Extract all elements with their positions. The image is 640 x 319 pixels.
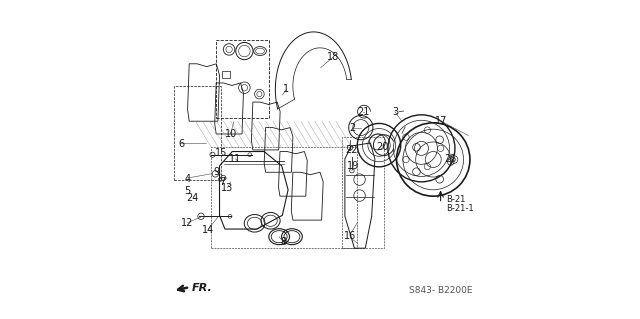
Text: 10: 10 bbox=[225, 129, 237, 139]
Bar bbox=[211, 147, 357, 248]
Text: 12: 12 bbox=[181, 218, 194, 228]
Text: B-21-1: B-21-1 bbox=[446, 204, 474, 213]
Text: 19: 19 bbox=[348, 161, 360, 171]
Bar bbox=[216, 40, 269, 118]
Bar bbox=[342, 137, 384, 248]
Text: 6: 6 bbox=[178, 138, 184, 149]
Text: 2: 2 bbox=[349, 122, 355, 133]
Text: 16: 16 bbox=[344, 231, 356, 241]
Text: 1: 1 bbox=[284, 84, 289, 94]
Bar bbox=[174, 86, 221, 180]
Text: 21: 21 bbox=[357, 107, 369, 117]
Text: 9: 9 bbox=[213, 167, 220, 177]
Text: 18: 18 bbox=[326, 52, 339, 63]
Bar bbox=[222, 71, 230, 78]
Text: 24: 24 bbox=[186, 193, 198, 203]
Text: 3: 3 bbox=[392, 107, 398, 117]
Text: 22: 22 bbox=[346, 145, 358, 155]
Text: S843- B2200E: S843- B2200E bbox=[410, 286, 473, 295]
Text: 15: 15 bbox=[215, 148, 227, 158]
Text: 14: 14 bbox=[202, 225, 214, 235]
Text: 4: 4 bbox=[184, 174, 191, 184]
Text: FR.: FR. bbox=[192, 283, 212, 293]
Text: 11: 11 bbox=[229, 154, 241, 165]
Text: 17: 17 bbox=[435, 116, 447, 126]
Text: 25: 25 bbox=[445, 154, 457, 165]
Text: 8: 8 bbox=[280, 237, 286, 248]
Text: 5: 5 bbox=[184, 186, 191, 197]
Text: B-21: B-21 bbox=[446, 195, 465, 204]
Text: 20: 20 bbox=[376, 142, 388, 152]
Text: 13: 13 bbox=[221, 183, 234, 193]
Text: 7: 7 bbox=[220, 177, 226, 187]
